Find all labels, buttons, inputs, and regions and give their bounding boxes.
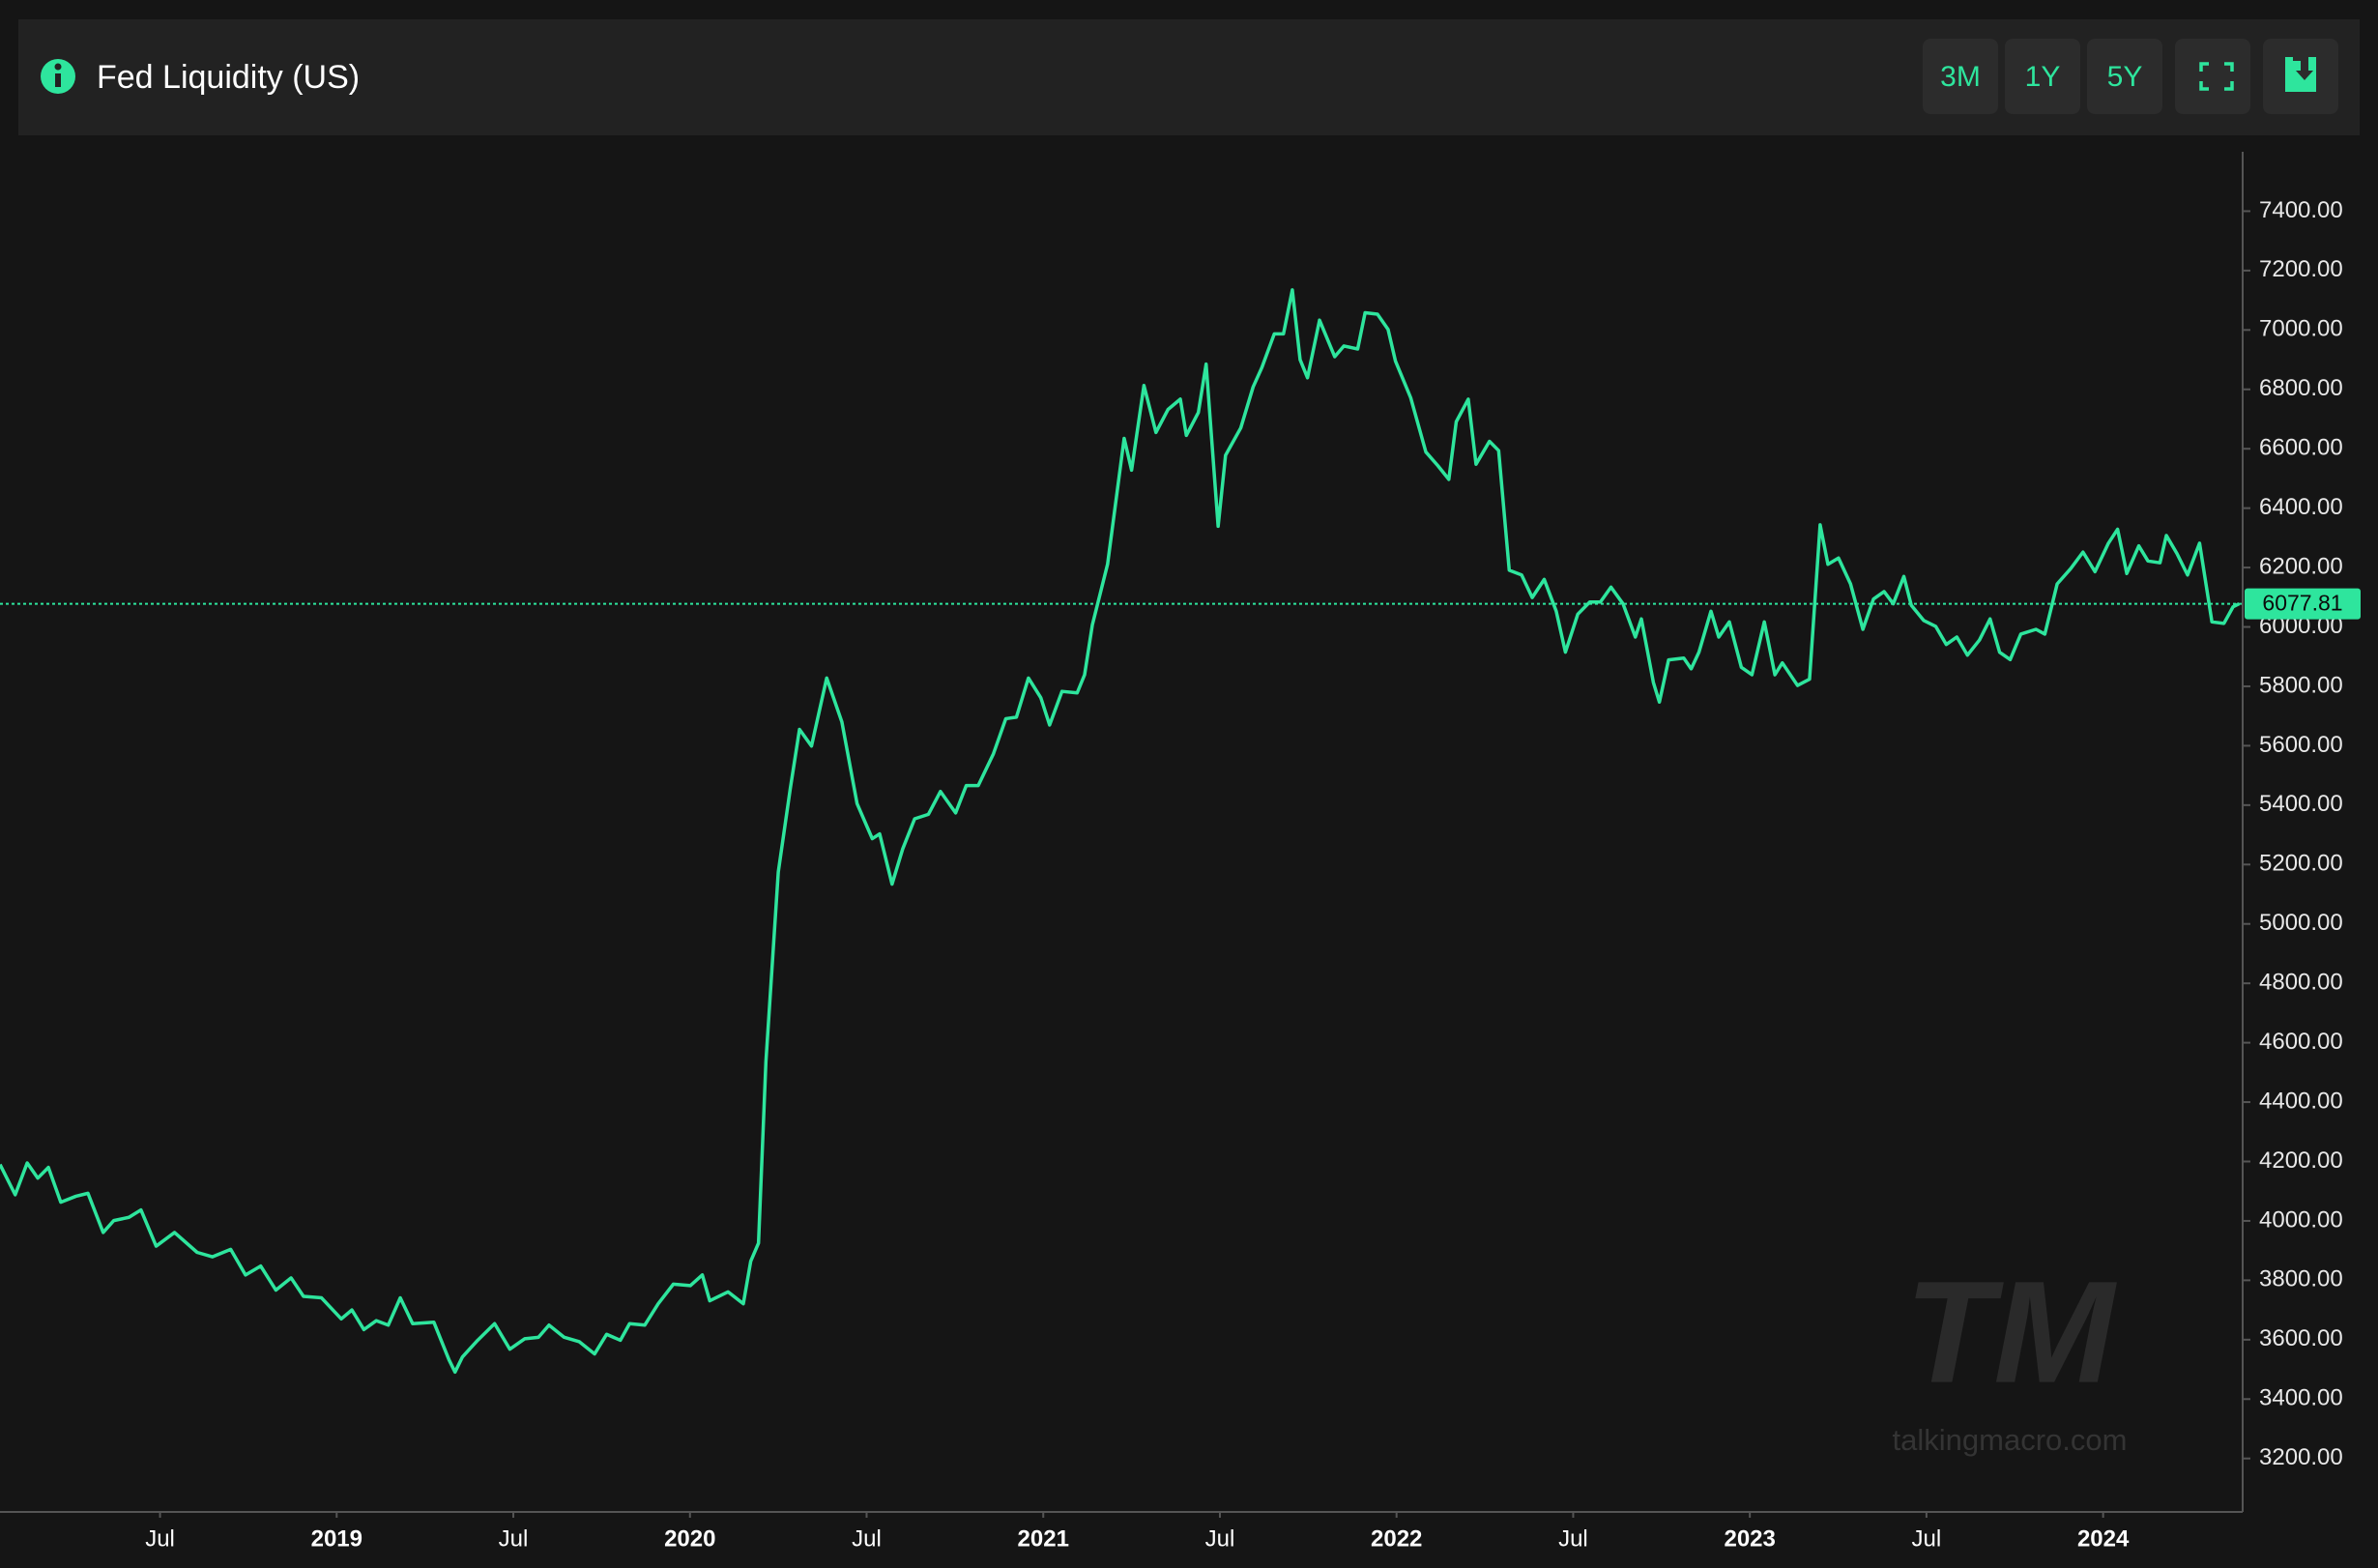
download-icon	[2285, 57, 2316, 92]
y-tick-label: 3800.00	[2259, 1266, 2343, 1292]
x-tick-label: 2023	[1724, 1525, 1775, 1552]
info-icon-stem	[55, 73, 61, 87]
button-bg	[1923, 39, 1998, 114]
fullscreen-button[interactable]	[2175, 39, 2250, 114]
y-tick-label: 4200.00	[2259, 1147, 2343, 1174]
x-tick-label: Jul	[1205, 1525, 1235, 1552]
button-label: 5Y	[2107, 61, 2143, 93]
button-bg	[2005, 39, 2080, 114]
fullscreen-icon	[2199, 62, 2234, 91]
y-tick-label: 7000.00	[2259, 316, 2343, 342]
x-tick-label: Jul	[1558, 1525, 1588, 1552]
y-tick-label: 6200.00	[2259, 553, 2343, 579]
chart-title: Fed Liquidity (US)	[97, 59, 360, 96]
y-tick-label: 7200.00	[2259, 256, 2343, 282]
x-tick-label: 2019	[311, 1525, 362, 1552]
x-tick-label: 2024	[2077, 1525, 2130, 1552]
download-button[interactable]	[2263, 39, 2338, 114]
x-tick-label: 2020	[664, 1525, 715, 1552]
y-tick-label: 4800.00	[2259, 970, 2343, 996]
watermark-logo: TM	[1905, 1251, 2118, 1413]
x-tick-label: 2022	[1371, 1525, 1422, 1552]
last-value-label: 6077.81	[2262, 591, 2342, 616]
y-tick-label: 3400.00	[2259, 1385, 2343, 1411]
x-tick-label: Jul	[499, 1525, 529, 1552]
y-tick-label: 4400.00	[2259, 1088, 2343, 1114]
range-button[interactable]: 3M	[1923, 39, 1998, 114]
y-tick-label: 5600.00	[2259, 732, 2343, 758]
y-tick-label: 5400.00	[2259, 791, 2343, 817]
x-tick-label: Jul	[852, 1525, 882, 1552]
button-bg	[2087, 39, 2162, 114]
y-tick-label: 6600.00	[2259, 435, 2343, 461]
x-tick-label: Jul	[145, 1525, 175, 1552]
button-label: 1Y	[2025, 61, 2061, 93]
y-tick-label: 5200.00	[2259, 851, 2343, 877]
y-tick-label: 4600.00	[2259, 1029, 2343, 1055]
x-tick-label: 2021	[1018, 1525, 1069, 1552]
watermark-site: talkingmacro.com	[1893, 1423, 2128, 1457]
data-line	[0, 288, 2241, 1375]
y-tick-label: 3200.00	[2259, 1444, 2343, 1470]
last-value-badge	[2245, 588, 2361, 620]
y-tick-label: 5000.00	[2259, 910, 2343, 936]
button-bg	[2175, 39, 2250, 114]
range-button[interactable]: 5Y	[2087, 39, 2162, 114]
range-button[interactable]: 1Y	[2005, 39, 2080, 114]
y-tick-label: 3600.00	[2259, 1325, 2343, 1351]
y-tick-label: 7400.00	[2259, 197, 2343, 223]
y-tick-label: 5800.00	[2259, 672, 2343, 698]
button-label: 3M	[1940, 61, 1981, 93]
info-icon-dot	[54, 63, 62, 71]
x-tick-label: Jul	[1912, 1525, 1942, 1552]
y-tick-label: 4000.00	[2259, 1206, 2343, 1233]
y-tick-label: 6400.00	[2259, 494, 2343, 520]
y-tick-label: 6800.00	[2259, 375, 2343, 401]
